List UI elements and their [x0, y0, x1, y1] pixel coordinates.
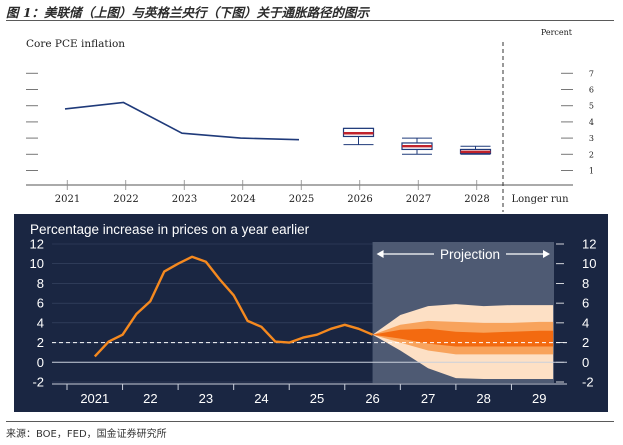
fed-ytick-label: 2 — [589, 150, 594, 159]
fed-ytick-label: 7 — [589, 69, 594, 78]
boe-ytick-right: 2 — [582, 335, 589, 350]
figure-title: 图 1：美联储（上图）与英格兰央行（下图）关于通胀路径的图示 — [6, 5, 370, 20]
boe-xtick-label: 23 — [199, 391, 213, 406]
fed-category-label: 2028 — [464, 194, 489, 205]
fed-ytick-label: 5 — [589, 102, 594, 111]
boe-projection-label: Projection — [440, 247, 500, 262]
boe-ytick-left: 6 — [37, 296, 44, 311]
boe-xtick-label: 26 — [365, 391, 379, 406]
boe-ytick-right: 12 — [582, 237, 596, 252]
fed-ytick-label: 1 — [589, 167, 594, 176]
fed-category-label: 2021 — [55, 194, 80, 205]
boe-ytick-left: 0 — [37, 355, 44, 370]
fed-projection-box — [459, 145, 492, 155]
fed-category-label: 2024 — [230, 194, 255, 205]
boe-ytick-right: 4 — [582, 315, 589, 330]
fed-core-pce-line — [64, 101, 300, 141]
boe-chart-title: Percentage increase in prices on a year … — [30, 222, 310, 237]
boe-ytick-left: 8 — [37, 276, 44, 291]
fed-chart-title: Core PCE inflation — [26, 38, 125, 50]
fed-category-label: Longer run — [511, 194, 569, 205]
boe-ytick-right: -2 — [582, 375, 594, 390]
boe-ytick-right: 6 — [582, 296, 589, 311]
boe-xtick-label: 27 — [421, 391, 435, 406]
source-note: 来源：BOE，FED，国金证券研究所 — [6, 429, 167, 440]
fed-ytick-label: 3 — [589, 134, 594, 143]
boe-xtick-label: 28 — [476, 391, 490, 406]
fed-ytick-label: 6 — [589, 86, 594, 95]
boe-xtick-label: 22 — [143, 391, 157, 406]
boe-projection-arrowhead-left — [376, 250, 384, 258]
fed-core-pce-chart: Core PCE inflation Percent 1 2 3 4 5 6 7 2021 2022… — [26, 28, 594, 212]
boe-ytick-left: 10 — [30, 256, 44, 271]
fed-category-label: 2025 — [289, 194, 314, 205]
fed-category-label: 2027 — [406, 194, 431, 205]
boe-ytick-right: 0 — [582, 355, 589, 370]
boe-xtick-label: 29 — [532, 391, 546, 406]
fed-category-label: 2023 — [172, 194, 197, 205]
title-divider — [6, 20, 614, 21]
fed-category-label: 2022 — [113, 194, 138, 205]
boe-cpi-line — [93, 255, 374, 358]
fed-ytick-label: 4 — [589, 118, 594, 127]
boe-inflation-fan-chart: Percentage increase in prices on a year … — [14, 214, 608, 412]
boe-ytick-left: 12 — [30, 237, 44, 252]
boe-ytick-left: 4 — [37, 315, 44, 330]
boe-xtick-label: 24 — [254, 391, 268, 406]
source-divider — [6, 421, 614, 422]
boe-ytick-right: 8 — [582, 276, 589, 291]
fed-category-label: 2026 — [347, 194, 372, 205]
boe-xtick-label: 25 — [310, 391, 324, 406]
boe-ytick-left: 2 — [37, 335, 44, 350]
boe-ytick-left: -2 — [32, 375, 44, 390]
boe-projection-arrowhead-right — [543, 250, 550, 258]
boe-xtick-label: 2021 — [80, 391, 109, 406]
fed-projection-box — [342, 127, 375, 146]
boe-ytick-right: 10 — [582, 256, 596, 271]
fed-ylabel: Percent — [541, 28, 573, 37]
fed-projection-box — [401, 137, 433, 155]
